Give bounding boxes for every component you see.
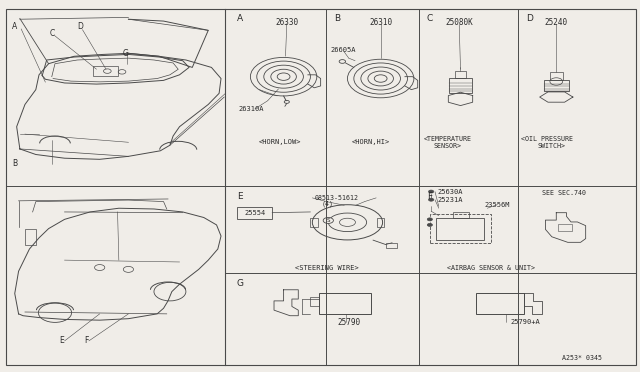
Text: 26605A: 26605A xyxy=(331,46,356,52)
Text: SENSOR>: SENSOR> xyxy=(434,143,461,149)
Text: E: E xyxy=(237,192,243,201)
Bar xyxy=(386,243,397,247)
Text: 25554: 25554 xyxy=(245,210,266,216)
Circle shape xyxy=(428,224,433,227)
Text: <TEMPERATURE: <TEMPERATURE xyxy=(424,136,472,142)
Circle shape xyxy=(428,218,433,221)
Text: E: E xyxy=(59,336,64,346)
Text: 25240: 25240 xyxy=(545,19,568,28)
Circle shape xyxy=(429,198,434,201)
Bar xyxy=(430,214,490,243)
Text: S: S xyxy=(326,218,330,223)
Text: <HORN,LOW>: <HORN,LOW> xyxy=(259,139,301,145)
Text: 26310: 26310 xyxy=(369,18,392,27)
Bar xyxy=(237,207,272,219)
Bar xyxy=(558,224,572,231)
Text: <AIRBAG SENSOR & UNIT>: <AIRBAG SENSOR & UNIT> xyxy=(447,265,535,271)
Bar xyxy=(319,294,371,314)
Text: 25231A: 25231A xyxy=(438,197,463,203)
Text: B: B xyxy=(334,15,340,23)
Bar xyxy=(543,80,569,92)
Bar xyxy=(25,229,36,245)
Text: B: B xyxy=(12,159,17,168)
Circle shape xyxy=(323,218,333,224)
Text: 08513-51612: 08513-51612 xyxy=(315,195,358,201)
Text: A: A xyxy=(12,22,17,31)
Bar xyxy=(550,72,563,80)
Text: 25790+A: 25790+A xyxy=(511,320,541,326)
Text: D: D xyxy=(77,22,83,31)
Text: D: D xyxy=(525,15,532,23)
Text: 26310A: 26310A xyxy=(238,106,264,112)
Bar xyxy=(476,294,524,314)
Bar xyxy=(453,212,468,218)
Text: (4): (4) xyxy=(322,201,333,207)
Text: 26330: 26330 xyxy=(275,18,298,27)
Text: 25080K: 25080K xyxy=(445,19,473,28)
Text: A253* 0345: A253* 0345 xyxy=(562,355,602,361)
Text: <OIL PRESSURE: <OIL PRESSURE xyxy=(521,136,573,142)
Bar xyxy=(449,78,472,93)
Text: 25630A: 25630A xyxy=(438,189,463,195)
Text: SEE SEC.740: SEE SEC.740 xyxy=(542,190,586,196)
Bar xyxy=(436,218,484,240)
Text: F: F xyxy=(84,336,89,346)
Bar xyxy=(377,218,385,227)
Bar xyxy=(310,297,319,307)
Circle shape xyxy=(429,190,434,193)
Bar xyxy=(310,218,318,227)
Text: 23556M: 23556M xyxy=(484,202,510,208)
Text: SWITCH>: SWITCH> xyxy=(537,143,565,149)
Text: G: G xyxy=(237,279,244,288)
Text: C: C xyxy=(49,29,54,38)
Bar xyxy=(456,71,466,78)
Text: G: G xyxy=(122,49,128,58)
Text: F: F xyxy=(427,192,432,201)
Text: <STEERING WIRE>: <STEERING WIRE> xyxy=(294,265,358,271)
Text: A: A xyxy=(237,15,243,23)
Text: C: C xyxy=(427,15,433,23)
Text: <HORN,HI>: <HORN,HI> xyxy=(352,139,390,145)
Text: 25790: 25790 xyxy=(337,318,360,327)
Bar xyxy=(93,66,118,76)
